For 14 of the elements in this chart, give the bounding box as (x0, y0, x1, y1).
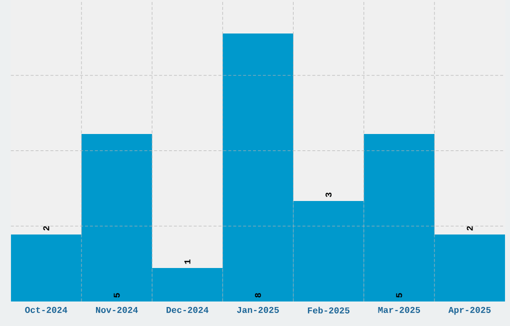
data-label: 2 (466, 226, 473, 230)
data-label: 5 (396, 292, 402, 298)
data-label: 5 (114, 292, 120, 298)
x-tick-label: Jan-2025 (237, 306, 279, 313)
x-tick-label: Feb-2025 (308, 306, 350, 314)
x-tick-label: Mar-2025 (378, 306, 420, 313)
data-label: 3 (326, 192, 332, 197)
data-label: 8 (254, 293, 261, 298)
data-label: 2 (43, 226, 50, 230)
x-tick-label: Apr-2025 (448, 306, 491, 315)
x-tick-label: Dec-2024 (166, 306, 208, 313)
x-tick-label: Nov-2024 (96, 306, 138, 313)
data-label: 1 (184, 259, 190, 264)
x-tick-label: Oct-2024 (25, 306, 68, 313)
